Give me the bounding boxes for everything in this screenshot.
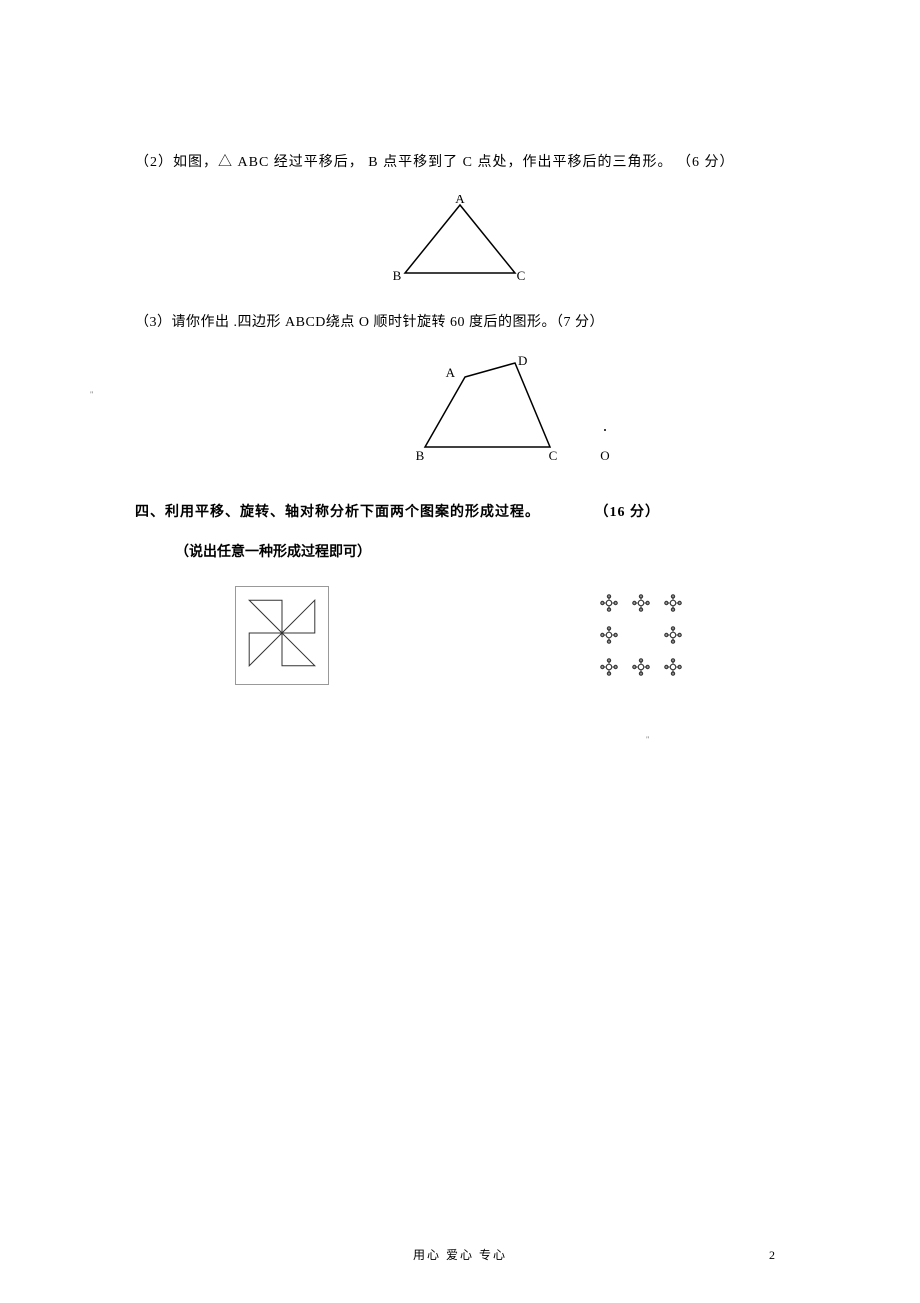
dot-icon xyxy=(597,623,621,647)
dot-icon xyxy=(597,591,621,615)
label-c: C xyxy=(517,268,526,283)
patterns-row xyxy=(135,586,785,685)
pattern-2-dots-grid xyxy=(597,591,685,679)
label-b2: B xyxy=(416,448,425,463)
section-4-score: （16 分） xyxy=(595,500,661,525)
stray-mark: " xyxy=(90,390,93,399)
footer-text: 用心 爱心 专心 xyxy=(413,1248,507,1262)
label-b: B xyxy=(393,268,402,283)
dot-icon xyxy=(629,655,653,679)
label-c2: C xyxy=(549,448,558,463)
label-a2: A xyxy=(446,365,456,380)
question-3-text: （3）请你作出 .四边形 ABCD绕点 O 顺时针旋转 60 度后的图形。（7 … xyxy=(135,310,785,335)
quadrilateral-abcd-figure: A D B C O xyxy=(405,355,635,465)
stray-mark: " xyxy=(646,735,649,744)
page-number: 2 xyxy=(769,1248,775,1263)
pattern-1-pinwheel xyxy=(235,586,329,685)
footer: 用心 爱心 专心 2 xyxy=(0,1246,920,1263)
label-d: D xyxy=(518,355,527,368)
section-4-subtitle: （说出任意一种形成过程即可） xyxy=(175,541,785,561)
section-4-title: 四、利用平移、旋转、轴对称分析下面两个图案的形成过程。 （16 分） xyxy=(135,500,785,525)
dot-icon xyxy=(597,655,621,679)
dot-icon xyxy=(661,591,685,615)
triangle-abc-figure: A B C xyxy=(385,195,535,285)
empty-cell xyxy=(629,623,653,647)
dot-icon xyxy=(661,655,685,679)
label-a: A xyxy=(455,195,465,206)
dot-icon xyxy=(661,623,685,647)
question-2-text: （2）如图，△ ABC 经过平移后， B 点平移到了 C 点处，作出平移后的三角… xyxy=(135,150,785,175)
dot-icon xyxy=(629,591,653,615)
label-o: O xyxy=(600,448,609,463)
section-4-title-text: 四、利用平移、旋转、轴对称分析下面两个图案的形成过程。 xyxy=(135,505,540,520)
